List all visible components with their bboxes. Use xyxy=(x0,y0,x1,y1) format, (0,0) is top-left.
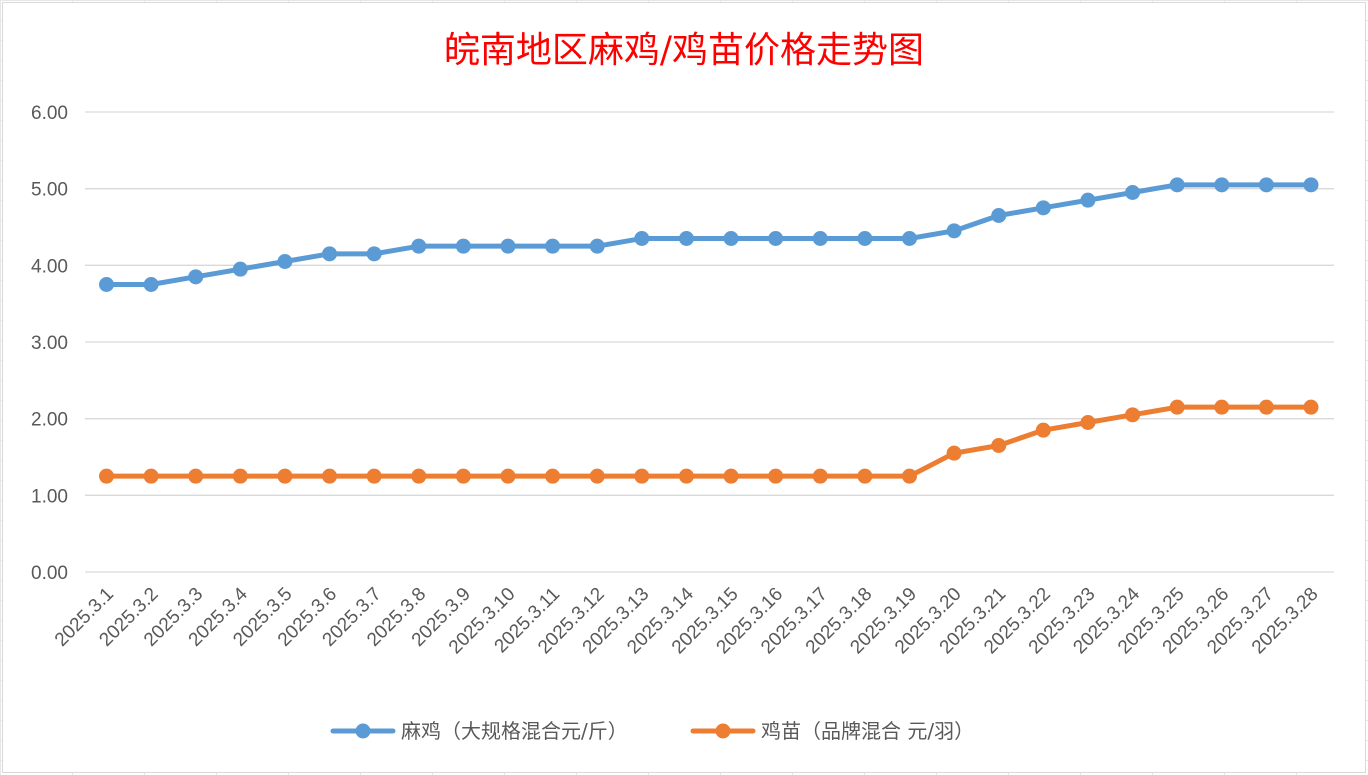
data-point[interactable] xyxy=(589,238,605,254)
series-line xyxy=(104,404,1314,479)
chart-title: 皖南地区麻鸡/鸡苗价格走势图 xyxy=(444,30,924,71)
series-layer xyxy=(99,177,1319,484)
data-point[interactable] xyxy=(902,468,917,484)
legend-label: 鸡苗（品牌混合 元/羽） xyxy=(761,719,974,743)
legend-marker xyxy=(355,723,371,739)
data-point[interactable] xyxy=(366,468,382,484)
x-axis: 2025.3.12025.3.22025.3.32025.3.42025.3.5… xyxy=(51,583,1323,658)
data-point[interactable] xyxy=(634,468,650,484)
data-point[interactable] xyxy=(1125,407,1141,423)
data-point[interactable] xyxy=(678,231,694,246)
data-point[interactable] xyxy=(1214,177,1230,193)
data-point[interactable] xyxy=(1080,415,1096,430)
data-point[interactable] xyxy=(1303,399,1319,415)
data-point[interactable] xyxy=(946,223,962,239)
series-line xyxy=(104,182,1314,287)
data-point[interactable] xyxy=(188,468,204,484)
data-point[interactable] xyxy=(1125,185,1141,200)
y-tick-label: 0.00 xyxy=(31,563,68,584)
data-point[interactable] xyxy=(545,468,561,484)
y-tick-label: 4.00 xyxy=(31,256,68,277)
y-axis: 0.00 1.00 2.00 3.00 4.00 5.00 6.00 xyxy=(31,103,68,584)
legend-label: 麻鸡（大规格混合元/斤） xyxy=(401,719,628,743)
data-point[interactable] xyxy=(857,231,873,246)
data-point[interactable] xyxy=(99,277,114,292)
data-point[interactable] xyxy=(991,208,1007,223)
data-point[interactable] xyxy=(812,468,828,484)
data-point[interactable] xyxy=(188,269,204,285)
data-point[interactable] xyxy=(857,468,873,484)
data-point[interactable] xyxy=(143,468,159,484)
data-point[interactable] xyxy=(455,238,471,254)
data-point[interactable] xyxy=(1169,399,1185,415)
data-point[interactable] xyxy=(232,261,248,277)
data-point[interactable] xyxy=(455,468,471,484)
legend-item[interactable]: 麻鸡（大规格混合元/斤） xyxy=(330,719,628,743)
data-point[interactable] xyxy=(1214,399,1230,415)
data-point[interactable] xyxy=(589,468,605,484)
data-point[interactable] xyxy=(723,231,739,246)
data-point[interactable] xyxy=(1303,177,1319,193)
data-point[interactable] xyxy=(411,468,427,484)
series-2 xyxy=(99,399,1319,484)
legend-item[interactable]: 鸡苗（品牌混合 元/羽） xyxy=(690,719,974,743)
data-point[interactable] xyxy=(902,231,917,246)
data-point[interactable] xyxy=(99,468,114,484)
y-tick-label: 2.00 xyxy=(31,410,68,431)
gridlines xyxy=(85,111,1334,573)
data-point[interactable] xyxy=(366,246,382,262)
data-point[interactable] xyxy=(500,468,516,484)
data-point[interactable] xyxy=(946,445,962,461)
data-point[interactable] xyxy=(634,231,650,246)
data-point[interactable] xyxy=(500,238,516,254)
data-point[interactable] xyxy=(1035,422,1051,438)
data-point[interactable] xyxy=(1080,192,1096,208)
data-point[interactable] xyxy=(143,277,159,292)
data-point[interactable] xyxy=(232,468,248,484)
data-point[interactable] xyxy=(678,468,694,484)
data-point[interactable] xyxy=(322,468,338,484)
y-tick-label: 3.00 xyxy=(31,333,68,354)
data-point[interactable] xyxy=(545,238,561,254)
y-tick-label: 1.00 xyxy=(31,486,68,507)
data-point[interactable] xyxy=(1258,399,1274,415)
data-point[interactable] xyxy=(991,438,1007,453)
data-point[interactable] xyxy=(1035,200,1051,216)
data-point[interactable] xyxy=(1169,177,1185,193)
data-point[interactable] xyxy=(277,254,293,269)
y-tick-label: 6.00 xyxy=(31,103,68,124)
legend-marker xyxy=(715,723,731,739)
series-1 xyxy=(99,177,1319,292)
data-point[interactable] xyxy=(768,468,784,484)
data-point[interactable] xyxy=(411,238,427,254)
legend: 麻鸡（大规格混合元/斤） 鸡苗（品牌混合 元/羽） xyxy=(330,719,974,743)
data-point[interactable] xyxy=(322,246,338,262)
data-point[interactable] xyxy=(723,468,739,484)
y-tick-label: 5.00 xyxy=(31,180,68,201)
data-point[interactable] xyxy=(812,231,828,246)
data-point[interactable] xyxy=(1258,177,1274,193)
data-point[interactable] xyxy=(277,468,293,484)
data-point[interactable] xyxy=(768,231,784,246)
